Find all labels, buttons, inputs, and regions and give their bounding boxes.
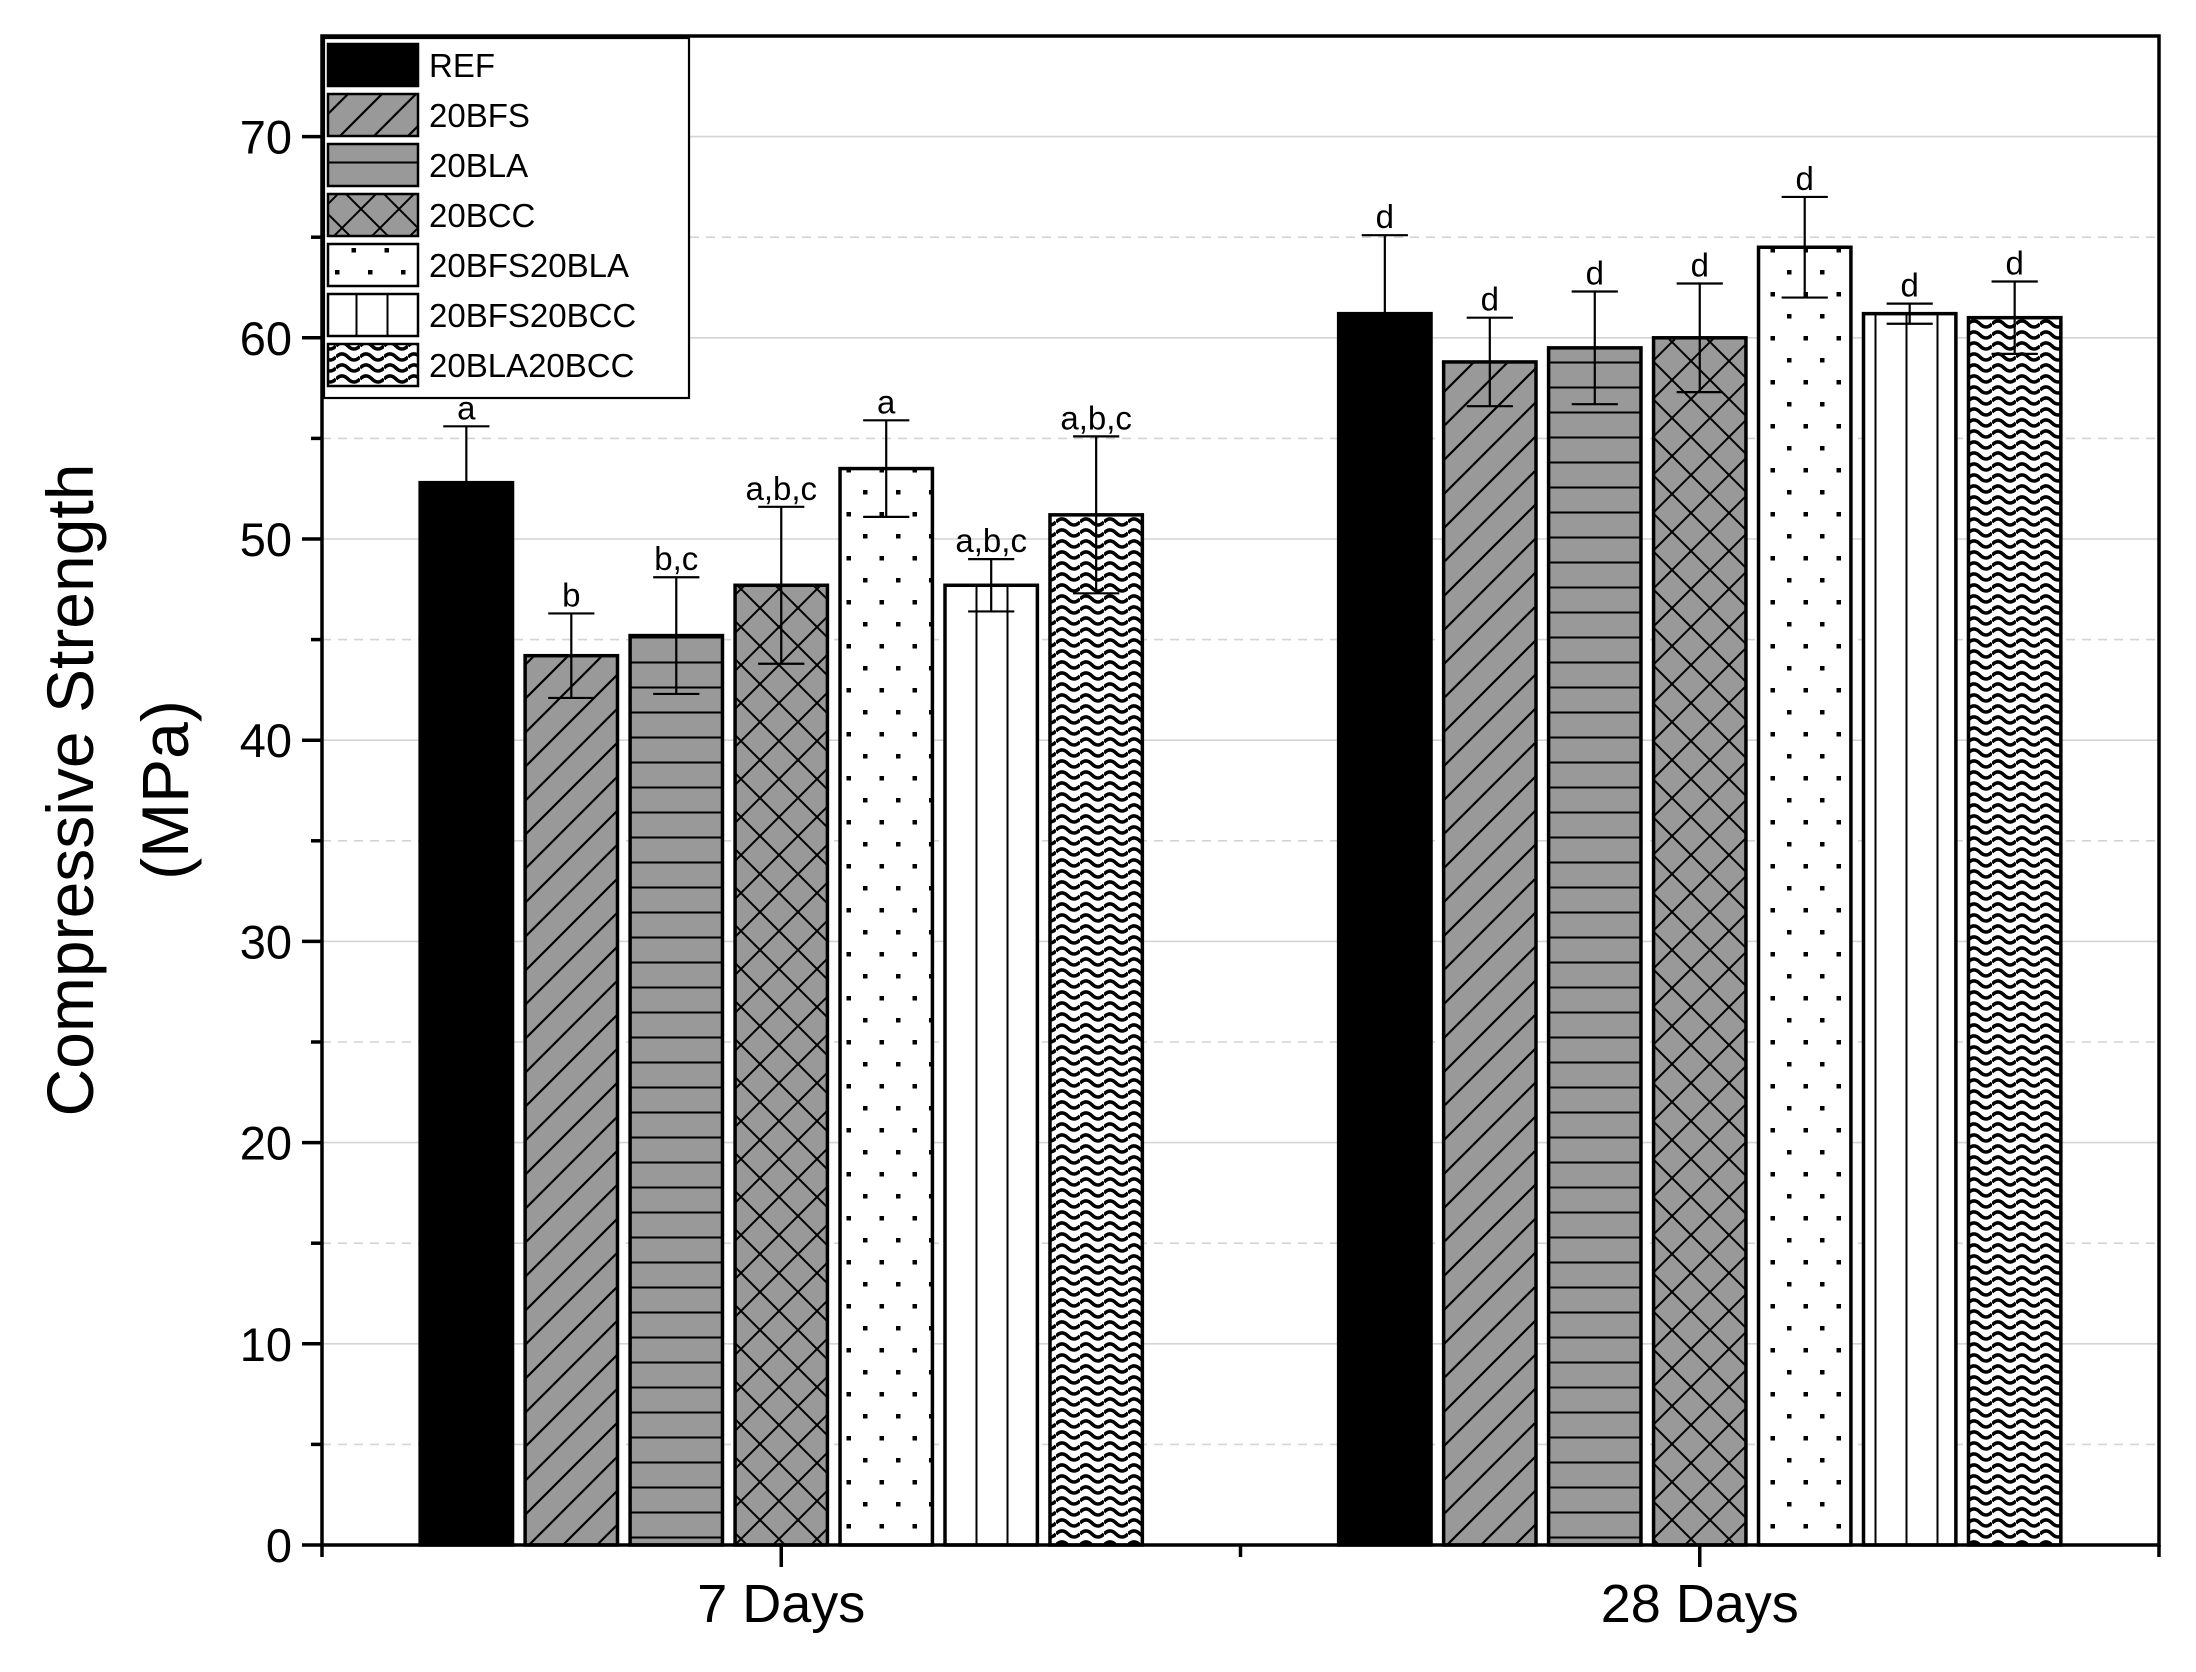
legend-label: 20BFS20BCC — [429, 297, 636, 334]
bar — [1651, 336, 1748, 1547]
y-axis-title-line2: (MPa) — [128, 700, 202, 880]
y-tick-label: 60 — [240, 312, 292, 365]
bar — [1756, 245, 1853, 1547]
y-tick-label: 0 — [266, 1519, 292, 1572]
bar — [838, 466, 935, 1547]
legend-label: 20BFS — [429, 97, 530, 134]
bar — [1966, 315, 2063, 1547]
significance-label: d — [2005, 244, 2023, 281]
bar — [733, 583, 830, 1547]
bar — [943, 583, 1040, 1547]
legend-swatch — [326, 142, 420, 188]
bar — [628, 633, 725, 1547]
bar — [418, 480, 515, 1547]
legend-swatch — [326, 342, 420, 388]
significance-label: d — [1796, 160, 1814, 197]
legend-label: 20BLA20BCC — [429, 347, 634, 384]
bar — [1546, 346, 1643, 1547]
error-bars — [443, 195, 2038, 700]
significance-label: a,b,c — [1060, 399, 1132, 436]
x-category-label: 28 Days — [1601, 1574, 1799, 1634]
legend-swatch — [326, 42, 420, 88]
y-tick-label: 50 — [240, 513, 292, 566]
bar — [1861, 311, 1958, 1547]
legend-swatch — [326, 242, 420, 288]
bar — [1336, 311, 1433, 1547]
legend-label: 20BCC — [429, 197, 535, 234]
significance-label: a,b,c — [955, 522, 1027, 559]
significance-label: b,c — [654, 540, 698, 577]
significance-label: b — [562, 576, 580, 613]
bars — [418, 245, 2063, 1547]
significance-label: a,b,c — [745, 470, 817, 507]
legend: REF20BFS20BLA20BCC20BFS20BLA20BFS20BCC20… — [322, 36, 691, 400]
bar — [1048, 513, 1145, 1547]
x-category-label: 7 Days — [697, 1574, 865, 1634]
significance-label: a — [877, 383, 896, 420]
significance-label: d — [1376, 198, 1394, 235]
y-axis: 0 10 20 30 40 50 60 70 — [240, 111, 322, 1572]
legend-label: REF — [429, 47, 495, 84]
significance-label: d — [1481, 281, 1499, 318]
legend-label: 20BFS20BLA — [429, 247, 629, 284]
y-tick-label: 30 — [240, 915, 292, 968]
y-tick-label: 40 — [240, 714, 292, 767]
significance-label: d — [1586, 255, 1604, 292]
legend-swatch — [326, 292, 420, 338]
bar — [523, 653, 620, 1547]
y-axis-title-line1: Compressive Strength — [33, 464, 107, 1117]
legend-swatch — [326, 192, 420, 238]
y-tick-label: 70 — [240, 111, 292, 164]
legend-label: 20BLA — [429, 147, 528, 184]
significance-label: d — [1901, 267, 1919, 304]
significance-label: d — [1691, 246, 1709, 283]
y-tick-label: 20 — [240, 1117, 292, 1170]
bar — [1441, 360, 1538, 1547]
legend-swatch — [326, 92, 420, 138]
x-axis: 7 Days 28 Days — [320, 1545, 2161, 1634]
y-tick-label: 10 — [240, 1318, 292, 1371]
